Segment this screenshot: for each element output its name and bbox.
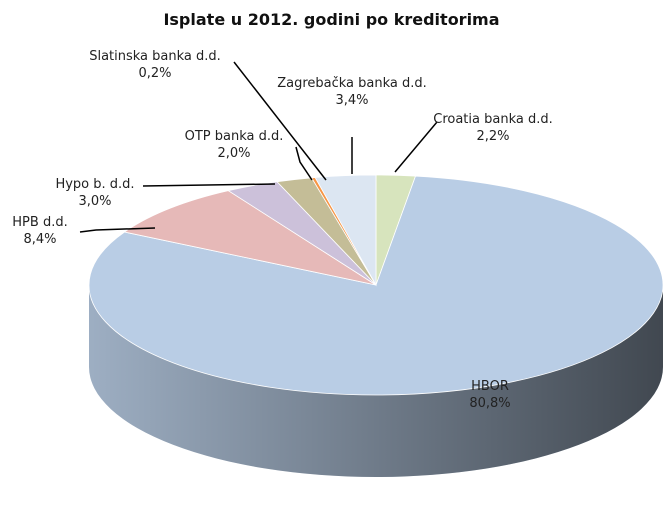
leader-line: [394, 121, 438, 173]
slice-value-label: 0,2%: [138, 66, 172, 81]
slice-value-label: 2,0%: [217, 146, 251, 161]
leader-line: [142, 183, 276, 187]
slice-value-label: 8,4%: [23, 232, 57, 247]
pie-slice: [123, 190, 377, 286]
pie-slice: [314, 174, 377, 287]
leader-line: [233, 61, 327, 181]
slice-value-label: 3,0%: [78, 194, 112, 209]
slice-value-label: 3,4%: [335, 93, 369, 108]
slice-label: Hypo b. d.d.: [55, 177, 135, 192]
slice-label: OTP banka d.d.: [184, 129, 284, 144]
slice-label: HPB d.d.: [12, 215, 68, 230]
slice-label: Slatinska banka d.d.: [89, 49, 221, 64]
slice-value-label: 2,2%: [476, 129, 510, 144]
leader-line: [295, 146, 313, 181]
slice-label: HBOR: [471, 379, 509, 394]
slice-value-label: 80,8%: [469, 396, 511, 411]
leader-line: [79, 227, 156, 233]
slice-label: Zagrebačka banka d.d.: [277, 76, 427, 91]
chart-title: Isplate u 2012. godini po kreditorima: [163, 10, 500, 29]
slice-label: Croatia banka d.d.: [433, 112, 553, 127]
pie-side-shade: [89, 285, 663, 477]
